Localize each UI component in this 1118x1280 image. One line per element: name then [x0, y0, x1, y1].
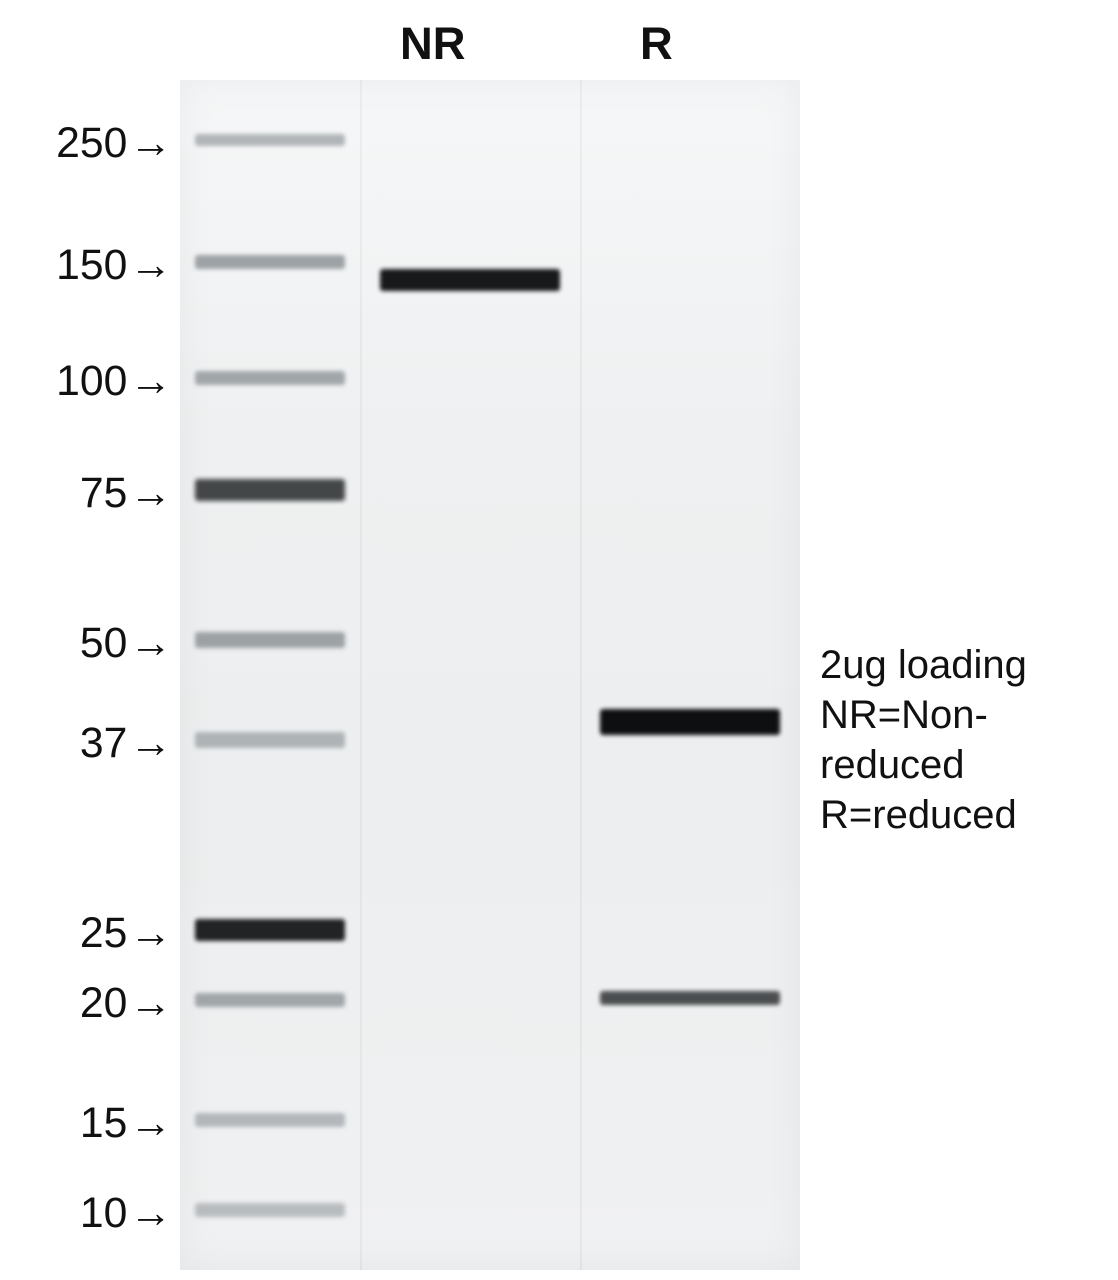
mw-marker-label: 50→	[80, 619, 172, 668]
mw-marker-label: 10→	[80, 1189, 172, 1238]
arrow-right-icon: →	[129, 1102, 172, 1145]
mw-marker-label: 20→	[80, 979, 172, 1028]
gel-band	[195, 919, 345, 941]
mw-marker-label: 15→	[80, 1099, 172, 1148]
lane-header-r: R	[640, 18, 673, 70]
arrow-right-icon: →	[129, 122, 172, 165]
legend-line: 2ug loading	[820, 640, 1027, 690]
mw-value: 15	[80, 1099, 127, 1148]
gel-band	[195, 371, 345, 385]
gel-band	[195, 732, 345, 748]
legend-line: R=reduced	[820, 790, 1027, 840]
mw-marker-label: 75→	[80, 469, 172, 518]
lane-header-nr: NR	[400, 18, 465, 70]
mw-marker-label: 100→	[56, 357, 172, 406]
gel-figure: NR R 250→150→100→75→50→37→25→20→15→10→ 2…	[0, 0, 1118, 1280]
legend-line: reduced	[820, 740, 1027, 790]
legend-text: 2ug loading NR=Non- reduced R=reduced	[820, 640, 1027, 840]
mw-value: 50	[80, 619, 127, 668]
arrow-right-icon: →	[129, 360, 172, 403]
arrow-right-icon: →	[129, 912, 172, 955]
gel-band	[600, 991, 780, 1005]
mw-value: 100	[56, 357, 127, 406]
arrow-right-icon: →	[129, 622, 172, 665]
gel-band	[380, 269, 560, 291]
mw-value: 10	[80, 1189, 127, 1238]
gel-band	[195, 993, 345, 1007]
gel-band	[195, 479, 345, 501]
gel-area	[180, 80, 800, 1270]
gel-band	[195, 1203, 345, 1217]
arrow-right-icon: →	[129, 722, 172, 765]
arrow-right-icon: →	[129, 472, 172, 515]
mw-value: 250	[56, 119, 127, 168]
legend-line: NR=Non-	[820, 690, 1027, 740]
mw-value: 20	[80, 979, 127, 1028]
mw-marker-label: 250→	[56, 119, 172, 168]
gel-band	[195, 632, 345, 648]
mw-marker-label: 25→	[80, 909, 172, 958]
arrow-right-icon: →	[129, 982, 172, 1025]
gel-band	[600, 709, 780, 735]
gel-band	[195, 1113, 345, 1127]
arrow-right-icon: →	[129, 244, 172, 287]
arrow-right-icon: →	[129, 1192, 172, 1235]
mw-marker-label: 150→	[56, 241, 172, 290]
gel-band	[195, 134, 345, 146]
mw-marker-label: 37→	[80, 719, 172, 768]
gel-band	[195, 255, 345, 269]
lane-separator	[360, 80, 362, 1270]
lane-separator	[580, 80, 582, 1270]
mw-value: 150	[56, 241, 127, 290]
mw-value: 37	[80, 719, 127, 768]
mw-value: 75	[80, 469, 127, 518]
mw-value: 25	[80, 909, 127, 958]
